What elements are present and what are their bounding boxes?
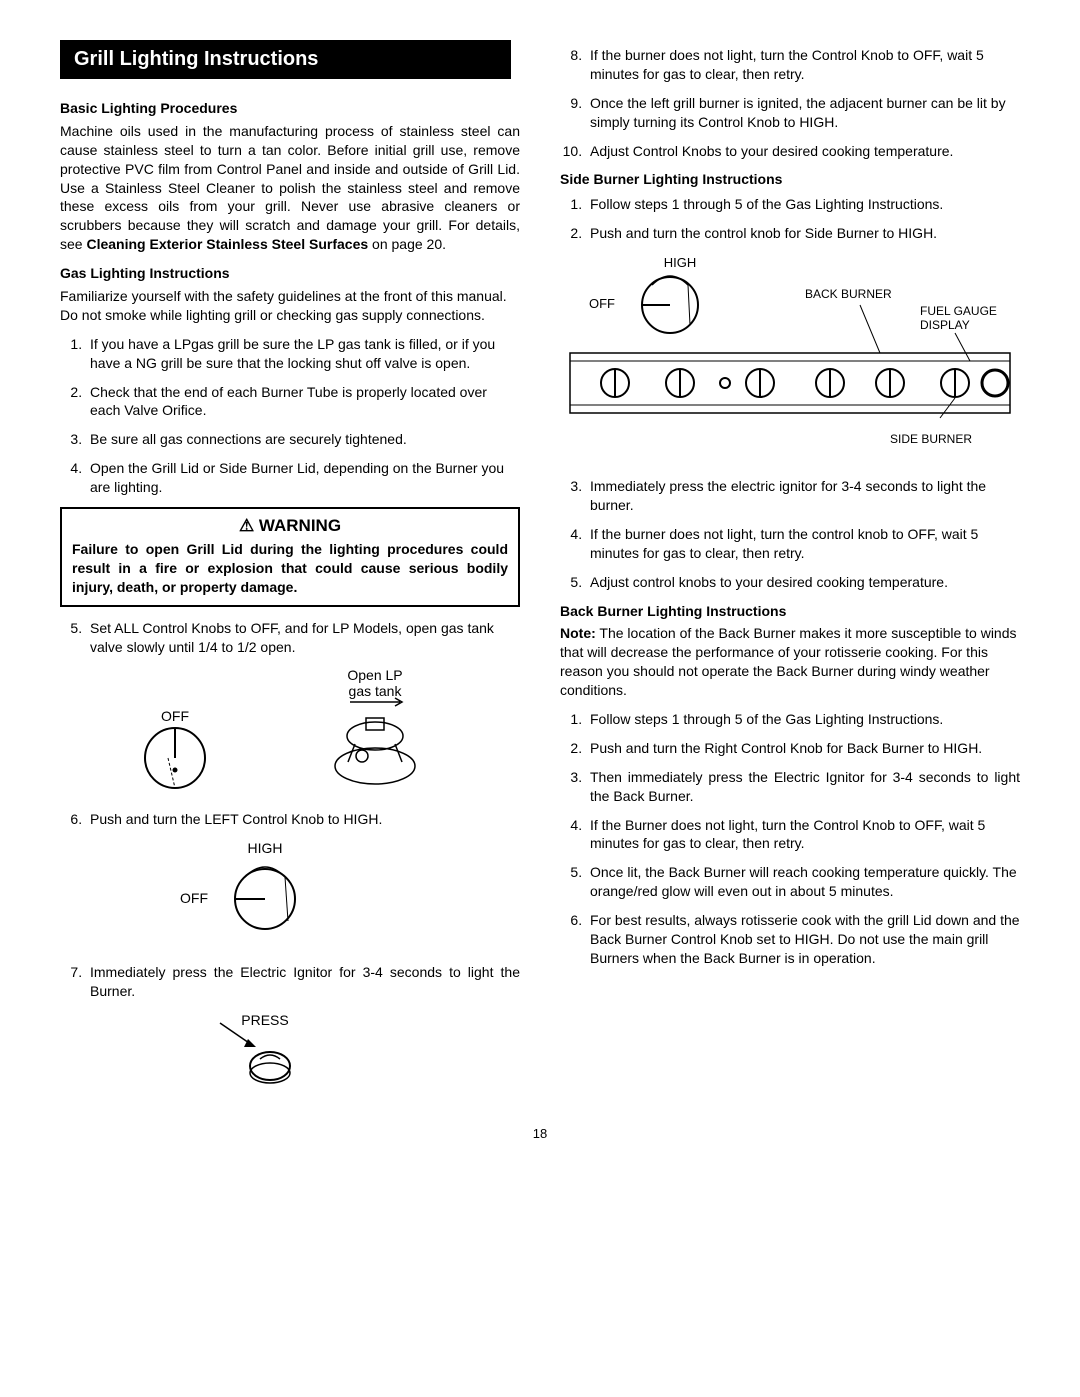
svg-text:DISPLAY: DISPLAY [920, 318, 970, 332]
side-heading: Side Burner Lighting Instructions [560, 170, 1020, 189]
gas-step: If you have a LPgas grill be sure the LP… [86, 335, 520, 373]
figure-off-lp: Open LP gas tank OFF [60, 666, 520, 796]
gas-step: Immediately press the Electric Ignitor f… [86, 963, 520, 1001]
basic-tail: on page 20. [368, 236, 446, 252]
warning-title: ⚠ WARNING [72, 515, 508, 538]
figure-press: PRESS [60, 1011, 520, 1091]
back-step: For best results, always rotisserie cook… [586, 911, 1020, 968]
back-step: Follow steps 1 through 5 of the Gas Ligh… [586, 710, 1020, 729]
svg-text:FUEL GAUGE: FUEL GAUGE [920, 304, 997, 318]
page-number: 18 [60, 1125, 1020, 1143]
high-knob-icon: HIGH OFF [170, 839, 330, 949]
gas-step: Set ALL Control Knobs to OFF, and for LP… [86, 619, 520, 657]
columns: Grill Lighting Instructions Basic Lighti… [60, 40, 1020, 1105]
right-column: If the burner does not light, turn the C… [560, 40, 1020, 1105]
gas-step: Push and turn the LEFT Control Knob to H… [86, 810, 520, 829]
warning-body: Failure to open Grill Lid during the lig… [72, 540, 508, 597]
svg-text:OFF: OFF [589, 296, 615, 311]
gas-steps-1-4: If you have a LPgas grill be sure the LP… [60, 335, 520, 497]
back-step: If the Burner does not light, turn the C… [586, 816, 1020, 854]
svg-text:gas tank: gas tank [349, 683, 403, 699]
gas-steps-8-10: If the burner does not light, turn the C… [560, 46, 1020, 160]
side-step: Push and turn the control knob for Side … [586, 224, 1020, 243]
side-step: If the burner does not light, turn the c… [586, 525, 1020, 563]
svg-text:HIGH: HIGH [248, 840, 283, 856]
control-panel-icon: HIGH OFF BACK BURNER FUEL GAUGE DISPLAY [560, 253, 1020, 463]
gas-heading: Gas Lighting Instructions [60, 264, 520, 283]
side-step: Follow steps 1 through 5 of the Gas Ligh… [586, 195, 1020, 214]
side-steps-3-5: Immediately press the electric ignitor f… [560, 477, 1020, 591]
side-step: Adjust control knobs to your desired coo… [586, 573, 1020, 592]
off-lp-icon: Open LP gas tank OFF [120, 666, 440, 796]
gas-step-5: Set ALL Control Knobs to OFF, and for LP… [60, 619, 520, 657]
side-steps-1-2: Follow steps 1 through 5 of the Gas Ligh… [560, 195, 1020, 243]
svg-text:Open LP: Open LP [347, 667, 402, 683]
back-heading: Back Burner Lighting Instructions [560, 602, 1020, 621]
svg-text:SIDE BURNER: SIDE BURNER [890, 432, 972, 446]
gas-step: Be sure all gas connections are securely… [86, 430, 520, 449]
svg-text:OFF: OFF [161, 708, 189, 724]
back-steps: Follow steps 1 through 5 of the Gas Ligh… [560, 710, 1020, 968]
back-note: Note: The location of the Back Burner ma… [560, 624, 1020, 700]
press-icon: PRESS [190, 1011, 340, 1091]
basic-paragraph: Machine oils used in the manufacturing p… [60, 122, 520, 254]
gas-step: If the burner does not light, turn the C… [586, 46, 1020, 84]
title-bar: Grill Lighting Instructions [60, 40, 511, 79]
gas-step: Adjust Control Knobs to your desired coo… [586, 142, 1020, 161]
gas-step-6: Push and turn the LEFT Control Knob to H… [60, 810, 520, 829]
back-step: Once lit, the Back Burner will reach coo… [586, 863, 1020, 901]
left-column: Grill Lighting Instructions Basic Lighti… [60, 40, 520, 1105]
basic-heading: Basic Lighting Procedures [60, 99, 520, 118]
figure-control-panel: HIGH OFF BACK BURNER FUEL GAUGE DISPLAY [560, 253, 1020, 463]
back-step: Push and turn the Right Control Knob for… [586, 739, 1020, 758]
svg-text:HIGH: HIGH [664, 255, 697, 270]
svg-text:BACK BURNER: BACK BURNER [805, 287, 892, 301]
warning-box: ⚠ WARNING Failure to open Grill Lid duri… [60, 507, 520, 607]
gas-step-7: Immediately press the Electric Ignitor f… [60, 963, 520, 1001]
note-text: The location of the Back Burner makes it… [560, 625, 1017, 698]
gas-step: Open the Grill Lid or Side Burner Lid, d… [86, 459, 520, 497]
gas-intro: Familiarize yourself with the safety gui… [60, 287, 520, 325]
note-label: Note: [560, 625, 596, 641]
back-step: Then immediately press the Electric Igni… [586, 768, 1020, 806]
svg-text:OFF: OFF [180, 890, 208, 906]
svg-text:PRESS: PRESS [241, 1012, 288, 1028]
figure-high-knob: HIGH OFF [60, 839, 520, 949]
gas-step: Once the left grill burner is ignited, t… [586, 94, 1020, 132]
side-step: Immediately press the electric ignitor f… [586, 477, 1020, 515]
gas-step: Check that the end of each Burner Tube i… [86, 383, 520, 421]
basic-text: Machine oils used in the manufacturing p… [60, 123, 520, 252]
basic-bold: Cleaning Exterior Stainless Steel Surfac… [86, 236, 368, 252]
